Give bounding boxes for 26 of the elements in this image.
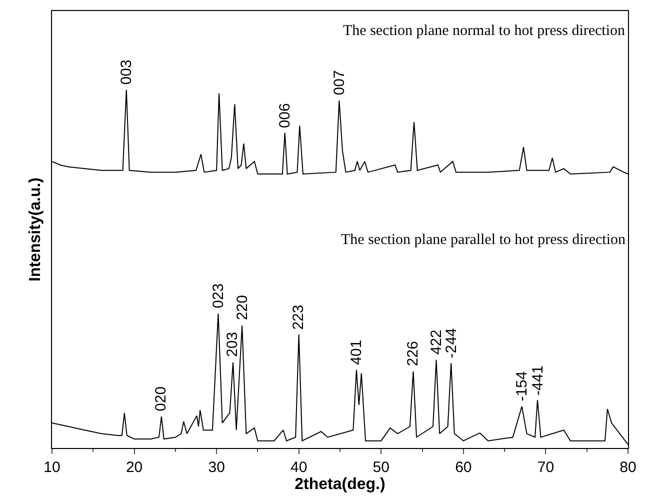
- x-tick-label: 80: [620, 459, 636, 476]
- x-axis-title: 2theta(deg.): [294, 476, 386, 493]
- text: The section plane normal to hot press direction: [343, 23, 626, 39]
- x-tick-label: 60: [455, 459, 472, 476]
- annotation: -441: [529, 365, 546, 396]
- x-tick-label: 20: [126, 459, 143, 476]
- annotation: -244: [442, 328, 460, 358]
- annotation: 203: [224, 332, 242, 357]
- y-axis-title: Intensity(a.u.): [26, 177, 44, 282]
- annotation: 422: [428, 330, 445, 355]
- annotation: 220: [234, 295, 252, 320]
- annotation: 003: [118, 60, 136, 85]
- annotation: 020: [152, 386, 170, 412]
- annotation: -154: [513, 371, 530, 402]
- annotation: 006: [276, 103, 294, 128]
- annotation: 401: [348, 340, 366, 365]
- x-tick-label: 50: [372, 459, 390, 476]
- x-tick-label: 40: [290, 459, 308, 476]
- x-tick-label: 10: [44, 459, 60, 476]
- annotation: The section plane parallel to hot press direction: [341, 232, 626, 248]
- x-tick-label: 70: [537, 459, 554, 476]
- annotation: 023: [210, 283, 228, 308]
- annotation: 226: [404, 341, 422, 366]
- annotation: 007: [331, 70, 348, 96]
- annotation: 223: [290, 304, 307, 330]
- x-tick-label: 30: [208, 459, 225, 476]
